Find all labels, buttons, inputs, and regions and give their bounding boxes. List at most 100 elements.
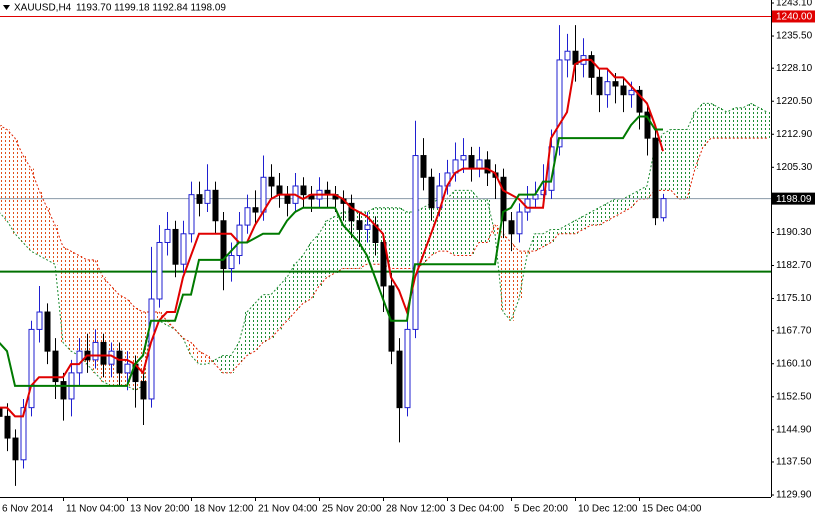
cloud-segment: [187, 342, 195, 356]
cloud-segment: [107, 285, 115, 386]
candle-body: [508, 220, 515, 235]
candle-body: [588, 55, 595, 78]
y-tick-label: 1175.10: [776, 293, 812, 304]
cloud-segment: [59, 246, 67, 343]
cloud-segment: [339, 212, 347, 269]
cloud-segment: [739, 107, 747, 139]
cloud-segment: [83, 259, 91, 365]
cloud-segment: [483, 199, 491, 243]
cloud-segment: [43, 207, 51, 260]
candle-body: [124, 363, 131, 374]
cloud-segment: [515, 251, 523, 299]
cloud-segment: [51, 225, 59, 265]
candle-body: [164, 228, 171, 243]
candle-body: [180, 233, 187, 265]
candle-body: [484, 159, 491, 174]
price-label-box: [772, 10, 815, 23]
cloud-segment: [387, 207, 395, 269]
cloud-segment: [99, 277, 107, 382]
cloud-segment: [267, 294, 275, 339]
cloud-segment: [531, 233, 539, 252]
cloud-segment: [603, 203, 611, 221]
menu-triangle[interactable]: [3, 5, 10, 10]
x-tick-label: 11 Nov 04:00: [66, 504, 125, 515]
cloud-segment: [683, 129, 691, 200]
cloud-segment: [747, 103, 755, 139]
candle-body: [396, 350, 403, 409]
y-tick-label: 1129.90: [776, 490, 812, 501]
candle-body: [28, 328, 35, 409]
candle-body: [52, 350, 59, 383]
cloud-segment: [115, 294, 123, 386]
candle-body: [556, 59, 563, 148]
cloud-segment: [491, 225, 499, 234]
candle-body: [412, 155, 419, 330]
candle-body: [20, 407, 27, 461]
cloud-segment: [0, 125, 3, 213]
x-tick-label: 5 Dec 20:00: [514, 504, 568, 515]
cloud-segment: [467, 190, 475, 256]
cloud-segment: [3, 129, 11, 221]
cloud-segment: [731, 107, 739, 139]
cloud-segment: [283, 277, 291, 321]
candle-body: [284, 194, 291, 204]
cloud-segment: [499, 233, 507, 313]
candle-body: [380, 241, 387, 287]
candle-body: [252, 207, 259, 213]
candle-body: [652, 137, 659, 219]
cloud-segment: [395, 207, 403, 269]
cloud-segment: [571, 220, 579, 234]
cloud-segment: [547, 229, 555, 243]
indicator-line: [0, 115, 663, 387]
candle-body: [428, 176, 435, 209]
x-tick-label: 25 Nov 20:00: [322, 504, 382, 515]
candle-body: [636, 89, 643, 113]
y-tick-label: 1212.90: [776, 129, 813, 140]
plot-area: [0, 15, 771, 486]
cloud-segment: [315, 233, 323, 286]
cloud-segment: [35, 190, 43, 256]
indicator-line: [0, 58, 664, 418]
x-tick-label: 21 Nov 04:00: [258, 504, 318, 515]
cloud-segment: [331, 216, 339, 273]
cloud-segment: [403, 212, 411, 269]
candle-body: [44, 311, 51, 352]
cloud-segment: [67, 251, 75, 352]
candle-body: [628, 89, 635, 96]
cloud-segment: [539, 233, 547, 247]
candle-body: [564, 50, 571, 61]
candle-body: [228, 255, 235, 270]
cloud-segment: [611, 199, 619, 217]
candle-body: [188, 194, 195, 235]
candle-body: [420, 155, 427, 178]
cloud-segment: [659, 133, 667, 191]
candle-body: [460, 155, 467, 161]
cloud-segment: [155, 312, 163, 321]
cloud-segment: [203, 355, 211, 365]
cloud-segment: [299, 255, 307, 304]
candle-body: [244, 207, 251, 226]
cloud-segment: [555, 229, 563, 234]
cloud-segment: [667, 129, 675, 191]
y-tick-label: 1160.10: [776, 358, 812, 369]
y-tick-label: 1205.30: [776, 162, 813, 173]
cloud-segment: [427, 203, 435, 256]
candle-body: [276, 185, 283, 196]
cloud-segment: [435, 199, 443, 252]
cloud-segment: [235, 342, 243, 365]
cloud-segment: [699, 103, 707, 147]
cloud-segment: [563, 225, 571, 234]
y-tick-label: 1228.10: [776, 63, 813, 74]
candle-body: [516, 211, 523, 235]
candle-body: [0, 407, 3, 417]
cloud-segment: [11, 138, 19, 234]
cloud-segment: [691, 112, 699, 169]
candle-body: [476, 159, 483, 170]
candle-body: [60, 381, 67, 400]
y-tick-label: 1235.50: [776, 31, 813, 42]
candle-body: [172, 228, 179, 265]
candle-body: [140, 381, 147, 400]
cloud-segment: [579, 216, 587, 230]
cloud-segment: [627, 194, 635, 208]
y-tick-label: 1144.90: [776, 424, 812, 435]
